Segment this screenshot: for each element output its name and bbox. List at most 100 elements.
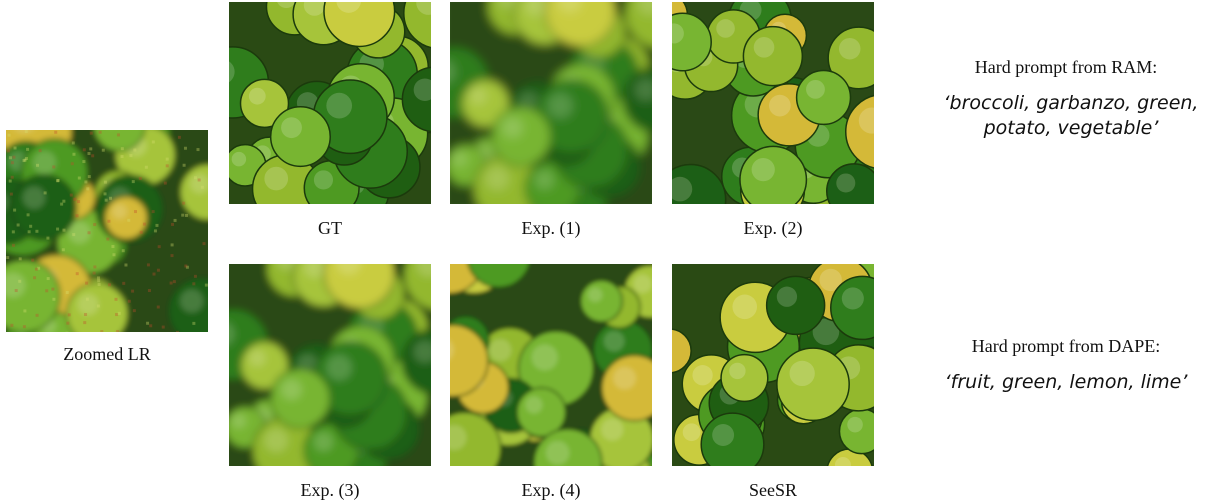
noise <box>86 187 89 190</box>
noise <box>166 158 169 161</box>
noise <box>121 147 124 150</box>
noise <box>23 325 26 328</box>
noise <box>57 179 60 182</box>
highlight <box>326 93 352 119</box>
noise <box>182 202 185 205</box>
noise <box>97 305 100 308</box>
noise <box>149 324 152 327</box>
noise <box>152 210 155 213</box>
noise <box>124 264 127 267</box>
noise <box>85 282 88 285</box>
noise <box>36 314 39 317</box>
noise <box>73 198 76 201</box>
noise <box>78 177 81 180</box>
highlight <box>525 396 542 413</box>
fruit <box>271 107 331 167</box>
highlight <box>264 429 288 453</box>
exp1-image <box>450 2 652 204</box>
noise <box>155 224 158 227</box>
noise <box>152 140 155 143</box>
fruit-group <box>450 264 652 466</box>
noise <box>62 248 65 251</box>
noise <box>171 243 174 246</box>
noise <box>44 191 47 194</box>
noise <box>26 148 29 151</box>
highlight <box>729 363 745 379</box>
highlight <box>604 331 625 352</box>
photo <box>672 2 874 204</box>
photo <box>229 264 431 466</box>
highlight <box>502 117 523 138</box>
photo <box>672 264 874 466</box>
noise <box>129 154 132 157</box>
highlight <box>806 80 825 99</box>
highlight <box>613 367 636 390</box>
noise <box>9 156 12 159</box>
highlight <box>712 424 734 446</box>
panel-caption: GT <box>229 218 431 239</box>
noise <box>28 230 31 233</box>
exp3-image <box>229 264 431 466</box>
gt-image <box>229 2 431 204</box>
noise <box>109 197 112 200</box>
panel-caption: Exp. (2) <box>672 218 874 239</box>
exp2-image <box>672 2 874 204</box>
highlight <box>732 295 757 320</box>
noise <box>10 324 13 327</box>
noise <box>128 300 131 303</box>
noise <box>178 136 181 139</box>
noise <box>185 214 188 217</box>
fruit <box>492 107 552 167</box>
noise <box>60 203 63 206</box>
noise <box>12 230 15 233</box>
highlight <box>249 350 266 367</box>
highlight <box>23 186 46 209</box>
fruit <box>271 369 331 429</box>
noise <box>70 194 73 197</box>
noise <box>46 237 49 240</box>
noise <box>192 322 195 325</box>
highlight <box>33 151 56 174</box>
noise <box>184 147 187 150</box>
noise <box>12 156 15 159</box>
noise <box>112 253 115 256</box>
noise <box>143 223 146 226</box>
noise <box>122 282 125 285</box>
seesr-image <box>672 264 874 466</box>
noise <box>194 275 197 278</box>
highlight <box>546 441 570 465</box>
noise <box>76 272 79 275</box>
noise <box>121 155 124 158</box>
highlight <box>180 289 203 312</box>
noise <box>66 291 69 294</box>
noise <box>170 282 173 285</box>
highlight <box>601 418 623 440</box>
noise <box>76 214 79 217</box>
noise <box>183 164 186 167</box>
noise <box>31 259 34 262</box>
noise <box>176 331 179 332</box>
noise <box>111 245 114 248</box>
highlight <box>112 204 127 219</box>
highlight <box>683 423 701 441</box>
highlight <box>485 167 509 191</box>
highlight <box>532 344 558 370</box>
fruit <box>11 175 76 240</box>
noise <box>147 263 150 266</box>
highlight <box>314 170 333 189</box>
noise <box>166 164 169 167</box>
noise <box>132 180 135 183</box>
lr-caption: Zoomed LR <box>6 344 208 365</box>
noise <box>68 313 71 316</box>
noise <box>104 192 107 195</box>
noise <box>52 165 55 168</box>
noise <box>201 186 204 189</box>
noise <box>72 141 75 144</box>
fruit <box>517 388 566 437</box>
noise <box>127 219 130 222</box>
noise <box>145 166 148 169</box>
noise <box>133 148 136 151</box>
noise <box>131 290 134 293</box>
highlight <box>847 417 863 433</box>
photo <box>450 2 652 204</box>
